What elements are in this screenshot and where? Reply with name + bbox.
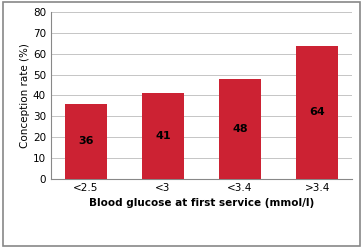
Bar [65,104,107,179]
Text: 48: 48 [232,124,248,134]
X-axis label: Blood glucose at first service (mmol/l): Blood glucose at first service (mmol/l) [89,198,314,208]
Text: INCREASING BLOOD SUGAR LEVELS WILL IMPROVE
BOTH BLOOD GLUCOSE AND CONCEPTION RAT: INCREASING BLOOD SUGAR LEVELS WILL IMPRO… [46,208,317,230]
Y-axis label: Conception rate (%): Conception rate (%) [20,43,30,148]
Bar [296,46,338,179]
Bar [142,93,184,179]
Text: 41: 41 [155,131,171,141]
Text: 36: 36 [78,136,94,146]
Text: 64: 64 [309,107,325,117]
Bar [219,79,261,179]
